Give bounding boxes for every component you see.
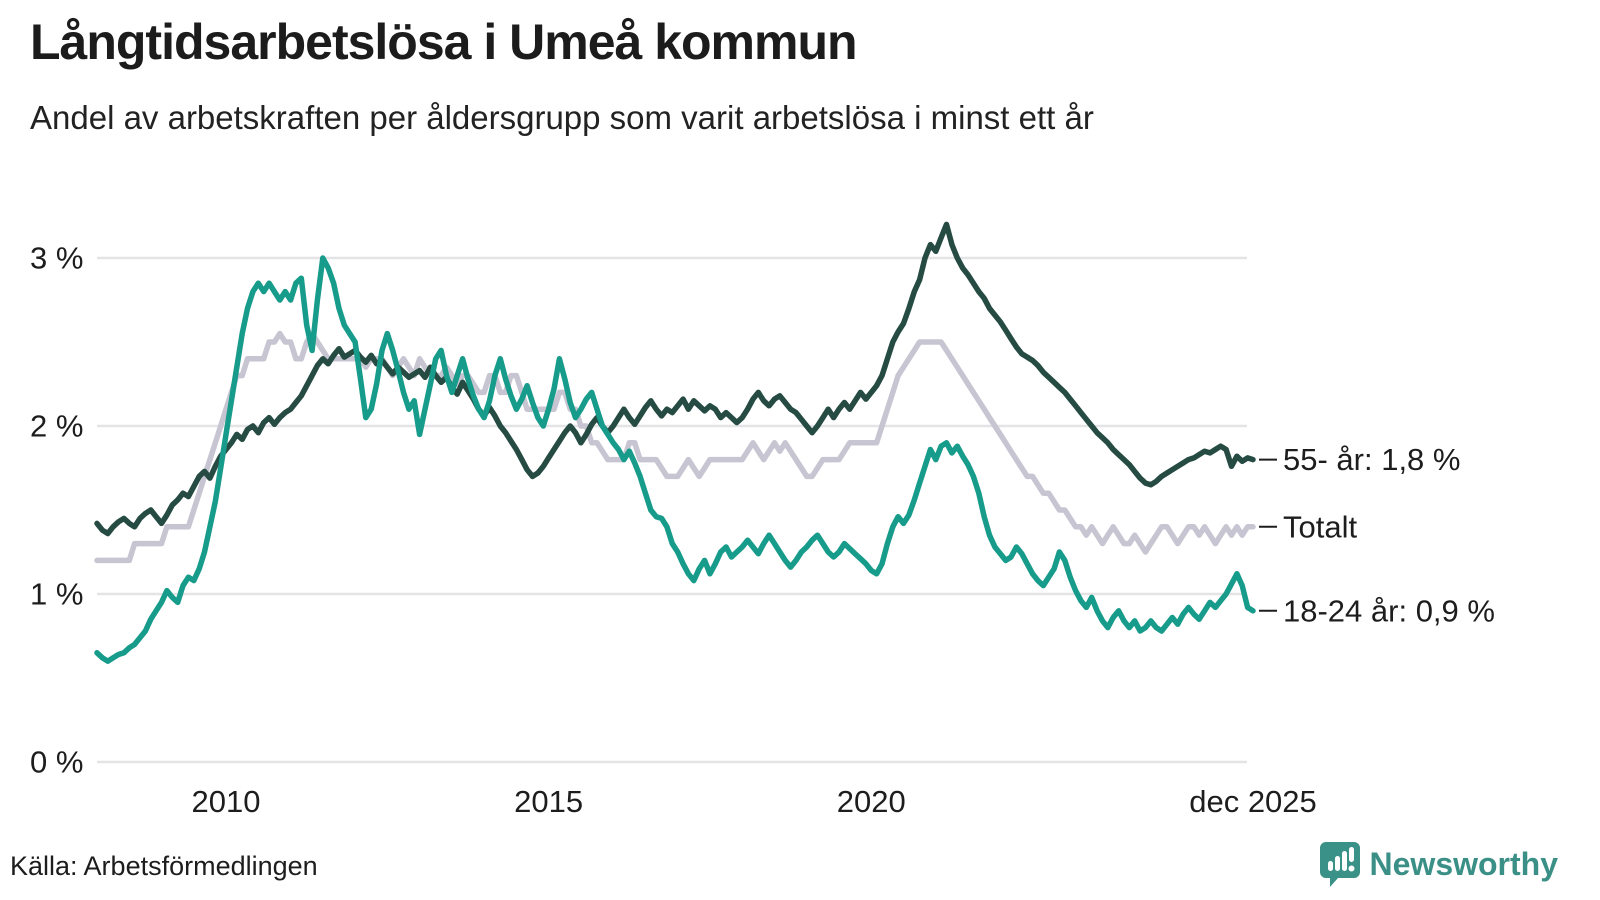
series-line-55--år: [94, 221, 1256, 537]
x-axis-label-dec-2025: dec 2025: [1189, 784, 1317, 819]
end-label-55--år: 55- år: 1,8 %: [1283, 442, 1460, 477]
newsworthy-wordmark: Newsworthy: [1369, 845, 1558, 882]
series-line-18-24-år: [94, 255, 1256, 664]
end-label-18-24-år: 18-24 år: 0,9 %: [1283, 593, 1495, 628]
y-axis-label-2: 2 %: [30, 409, 83, 444]
y-axis-label-3: 3 %: [30, 241, 83, 276]
x-axis-label-2020: 2020: [837, 784, 906, 819]
newsworthy-logo: Newsworthy: [1319, 840, 1558, 888]
end-label-Totalt: Totalt: [1283, 509, 1357, 544]
chart-header: Långtidsarbetslösa i Umeå kommun Andel a…: [30, 14, 1570, 137]
series-line-Totalt: [94, 330, 1256, 564]
y-axis-label-1: 1 %: [30, 577, 83, 612]
chart-title: Långtidsarbetslösa i Umeå kommun: [30, 14, 858, 70]
x-axis-label-2010: 2010: [192, 784, 261, 819]
y-axis-label-0: 0 %: [30, 745, 83, 780]
x-axis-label-2015: 2015: [514, 784, 583, 819]
newsworthy-logo-icon: [1319, 842, 1360, 887]
source-text: Källa: Arbetsförmedlingen: [10, 851, 318, 881]
chart-subtitle: Andel av arbetskraften per åldersgrupp s…: [30, 98, 1094, 136]
